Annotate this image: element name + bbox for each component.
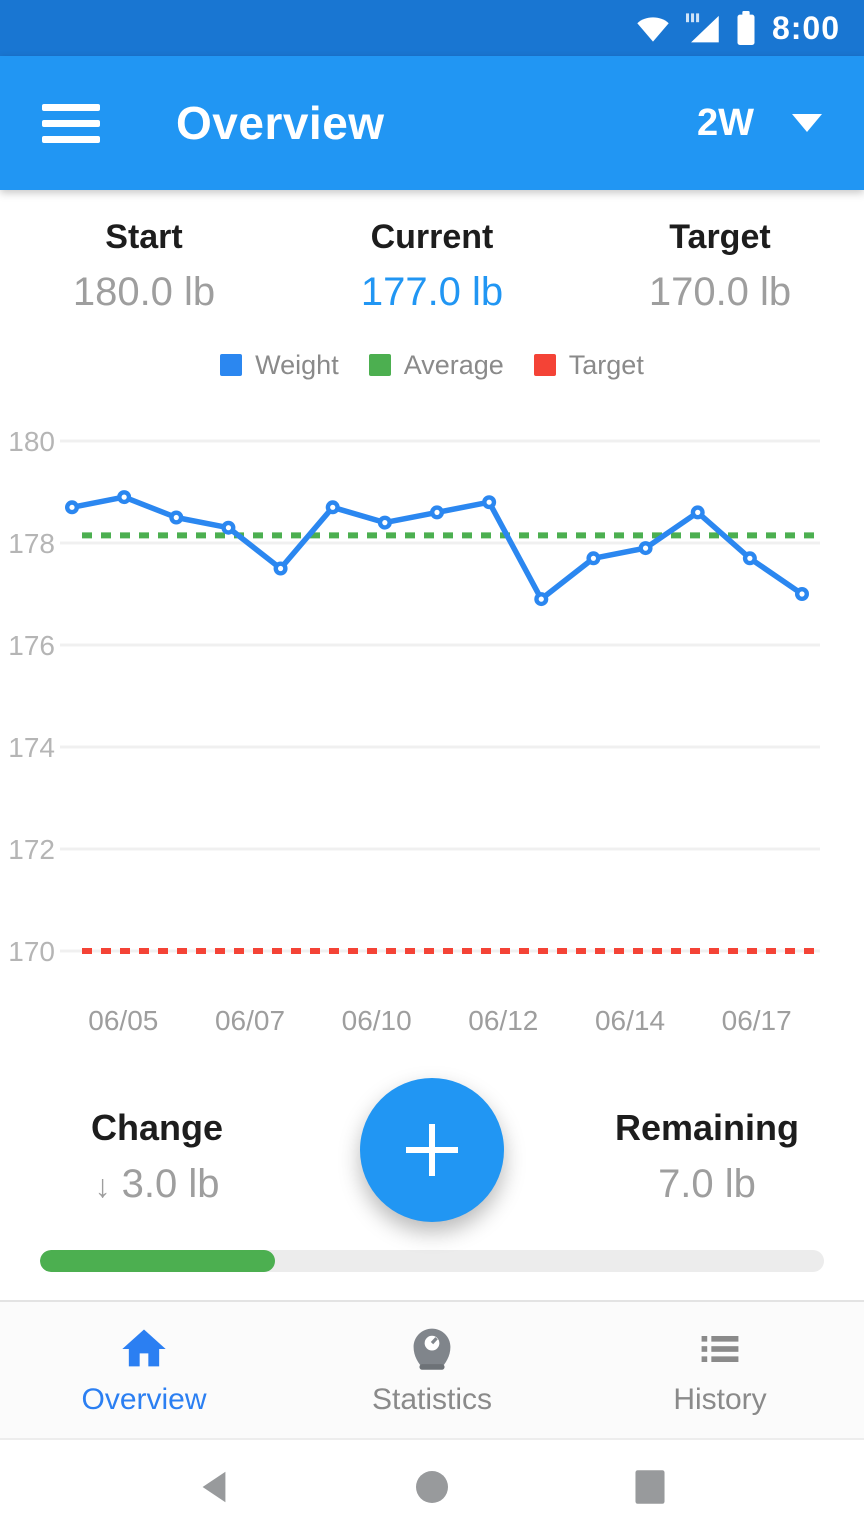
summary-target: Target 170.0 lb	[576, 216, 864, 316]
current-label: Current	[370, 218, 494, 256]
bottom-navigation: Overview Statistics History	[0, 1302, 864, 1438]
tab-history-label: History	[673, 1383, 767, 1416]
wifi-icon	[636, 14, 670, 43]
status-bar: 8:00	[0, 0, 864, 56]
target-label: Target	[669, 218, 771, 256]
change-amount: 3.0 lb	[121, 1162, 220, 1206]
date-range-selector[interactable]: 2W	[697, 102, 822, 145]
legend-item-target: Target	[533, 349, 644, 381]
page-title: Overview	[176, 97, 385, 149]
cellular-signal-icon	[685, 12, 720, 44]
tab-statistics[interactable]: Statistics	[288, 1302, 576, 1438]
battery-icon	[736, 11, 756, 45]
android-recents-button[interactable]	[611, 1457, 689, 1517]
svg-text:176: 176	[8, 630, 55, 661]
svg-text:06/10: 06/10	[342, 1005, 412, 1036]
dropdown-caret-icon	[792, 114, 822, 132]
change-label: Change	[90, 1107, 223, 1148]
scale-icon	[413, 1328, 451, 1370]
target-value: 170.0 lb	[648, 270, 792, 314]
app-bar: Overview 2W	[0, 56, 864, 190]
summary-start: Start 180.0 lb	[0, 216, 288, 316]
weight-chart[interactable]: 180 178 176 174 172 170 06/05 06/07 06/10 06/12 06…	[0, 408, 864, 1058]
svg-text:06/07: 06/07	[215, 1005, 285, 1036]
back-triangle-icon	[202, 1471, 226, 1503]
target-legend-swatch	[533, 354, 556, 376]
home-circle-icon	[416, 1471, 448, 1503]
remaining-label: Remaining	[614, 1107, 800, 1148]
average-legend-label: Average	[403, 349, 504, 380]
current-value: 177.0 lb	[360, 270, 504, 314]
tab-overview-label: Overview	[81, 1383, 207, 1416]
goal-progress-fill	[40, 1250, 276, 1272]
svg-text:170: 170	[8, 936, 55, 967]
tab-statistics-label: Statistics	[371, 1383, 493, 1416]
svg-text:06/12: 06/12	[468, 1005, 538, 1036]
add-weight-fab[interactable]	[360, 1078, 504, 1222]
svg-text:06/05: 06/05	[88, 1005, 158, 1036]
svg-text:06/17: 06/17	[722, 1005, 792, 1036]
legend-item-average: Average	[368, 349, 504, 381]
weight-legend-label: Weight	[255, 349, 339, 380]
change-value: ↓ 3.0 lb	[22, 1160, 292, 1210]
recents-square-icon	[635, 1470, 665, 1504]
tab-history[interactable]: History	[576, 1302, 864, 1438]
summary-current: Current 177.0 lb	[288, 216, 576, 316]
svg-text:180: 180	[8, 426, 55, 457]
svg-text:172: 172	[8, 834, 55, 865]
start-label: Start	[105, 218, 183, 256]
svg-text:06/14: 06/14	[595, 1005, 665, 1036]
svg-text:174: 174	[8, 732, 55, 763]
summary-row: Start 180.0 lb Current 177.0 lb Target 1…	[0, 216, 864, 316]
android-nav-bar	[0, 1438, 864, 1534]
remaining-stat: Remaining 7.0 lb	[572, 1106, 842, 1210]
date-range-value: 2W	[697, 101, 754, 144]
change-stat: Change ↓ 3.0 lb	[22, 1106, 292, 1210]
list-icon	[701, 1336, 739, 1362]
plus-icon	[406, 1124, 458, 1176]
status-time: 8:00	[771, 9, 840, 46]
footer-stats: Change ↓ 3.0 lb Remaining 7.0 lb	[0, 1106, 864, 1210]
android-back-button[interactable]	[175, 1457, 253, 1517]
chart-legend: Weight Average Target	[0, 348, 864, 382]
divider	[0, 1300, 864, 1302]
android-home-button[interactable]	[393, 1457, 471, 1517]
tab-overview[interactable]: Overview	[0, 1302, 288, 1438]
home-icon	[122, 1329, 166, 1367]
weight-legend-swatch	[220, 354, 243, 376]
remaining-value: 7.0 lb	[658, 1162, 756, 1206]
target-legend-label: Target	[568, 349, 644, 380]
start-value: 180.0 lb	[72, 270, 216, 314]
average-legend-swatch	[368, 354, 391, 376]
legend-item-weight: Weight	[220, 350, 339, 381]
hamburger-menu-icon[interactable]	[42, 103, 100, 143]
svg-text:178: 178	[8, 528, 55, 559]
down-arrow-icon: ↓	[94, 1168, 111, 1204]
goal-progress-bar	[40, 1250, 824, 1272]
